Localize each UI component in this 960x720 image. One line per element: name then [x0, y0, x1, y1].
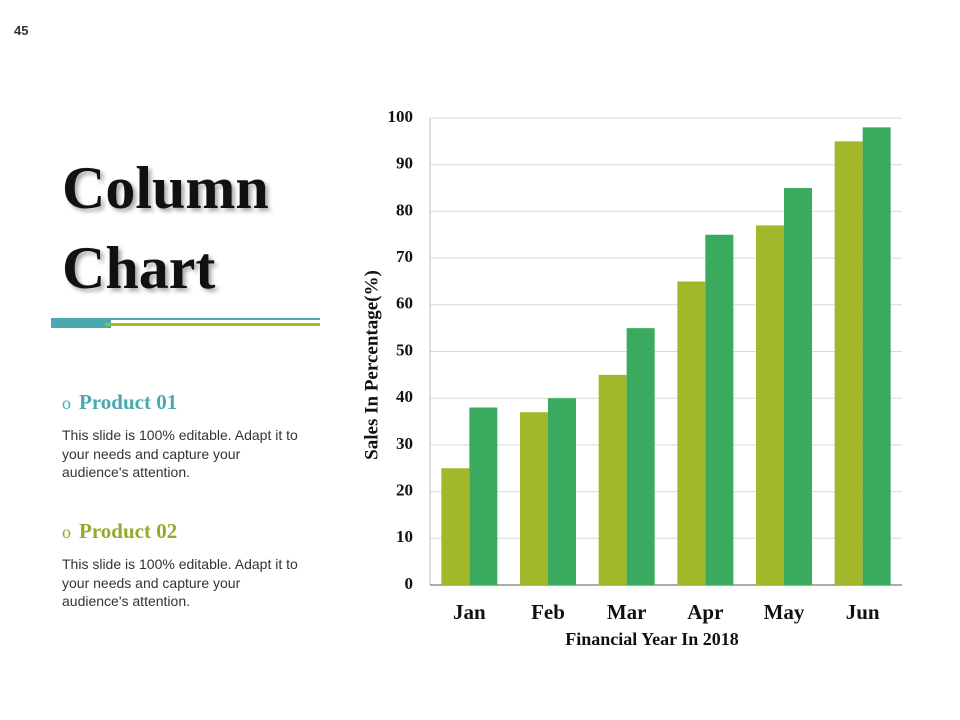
item-heading: o Product 01 — [62, 390, 177, 415]
bar — [548, 398, 576, 585]
item-name: Product 02 — [79, 519, 178, 543]
decor-line — [105, 323, 320, 326]
slide-title: Column — [62, 155, 269, 221]
bar — [677, 281, 706, 585]
y-tick-label: 10 — [396, 527, 413, 546]
y-tick-label: 30 — [396, 434, 413, 453]
bar — [756, 225, 784, 585]
decor-line — [51, 318, 320, 320]
x-tick-label: Jun — [846, 600, 880, 624]
y-tick-label: 50 — [396, 340, 413, 359]
y-tick-label: 40 — [396, 387, 413, 406]
x-axis-label: Financial Year In 2018 — [565, 629, 739, 649]
y-axis-label: Sales In Percentage(%) — [361, 270, 382, 460]
y-tick-label: 80 — [396, 200, 413, 219]
x-tick-label: May — [764, 600, 805, 624]
bar — [705, 234, 734, 585]
bar — [784, 188, 812, 586]
y-tick-label: 60 — [396, 294, 413, 313]
bar — [469, 407, 498, 585]
bullet: o — [62, 393, 71, 413]
bar — [441, 468, 470, 585]
slide-title: Chart — [62, 235, 216, 301]
item-description: This slide is 100% editable. Adapt it to… — [62, 556, 298, 609]
item-description: This slide is 100% editable. Adapt it to… — [62, 427, 298, 480]
bar — [626, 328, 655, 585]
x-tick-label: Mar — [607, 600, 647, 624]
bar — [834, 141, 863, 585]
y-tick-label: 90 — [396, 154, 413, 173]
x-tick-label: Jan — [453, 600, 486, 624]
y-tick-label: 0 — [405, 574, 414, 593]
y-tick-label: 20 — [396, 481, 413, 500]
decor-bar — [51, 318, 111, 328]
x-tick-label: Feb — [531, 600, 565, 624]
bar — [520, 412, 548, 585]
y-tick-label: 70 — [396, 247, 413, 266]
bar — [598, 374, 627, 585]
item-heading: o Product 02 — [62, 519, 177, 544]
bullet: o — [62, 522, 71, 542]
page-number: 45 — [14, 23, 29, 38]
item-name: Product 01 — [79, 390, 178, 414]
x-tick-label: Apr — [687, 600, 723, 624]
bar — [862, 127, 891, 585]
y-tick-label: 100 — [388, 107, 414, 126]
